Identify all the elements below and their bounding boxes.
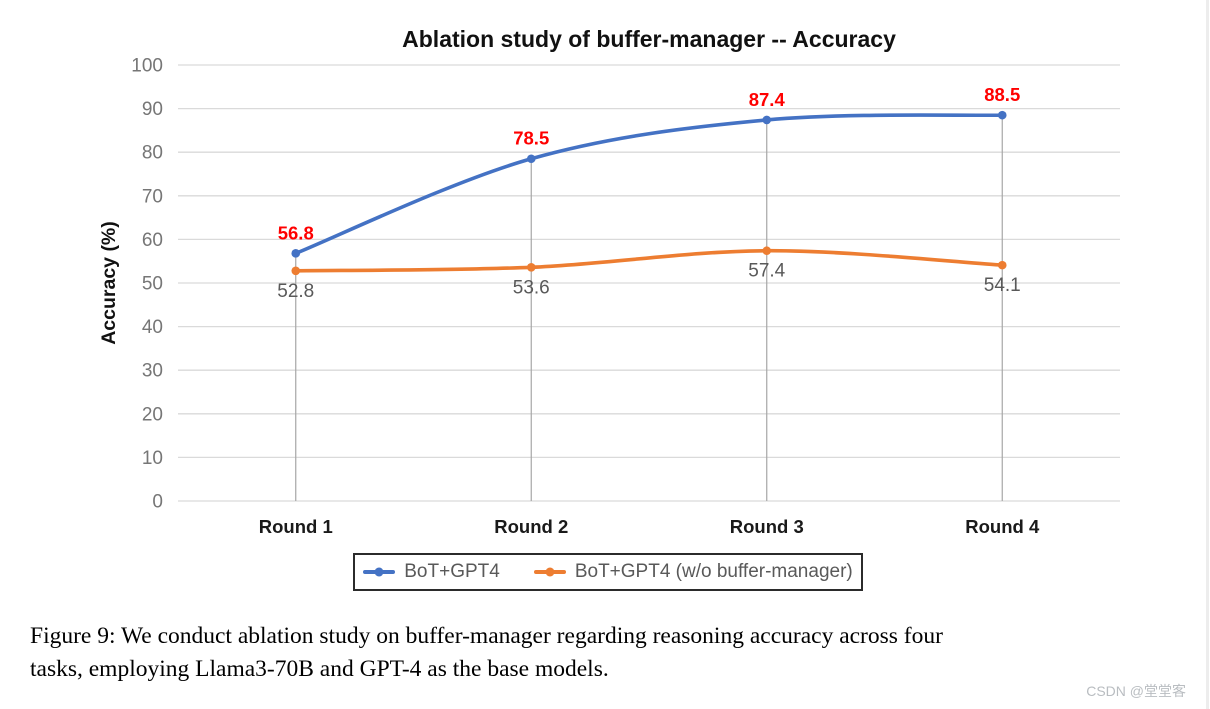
legend-dot-marker-icon (545, 567, 555, 577)
y-tick-label: 30 (142, 361, 163, 382)
figure-caption-line-2: tasks, employing Llama3-70B and GPT-4 as… (30, 656, 609, 682)
data-point (526, 263, 536, 272)
legend-dot-marker-icon (374, 567, 384, 577)
y-tick-label: 70 (142, 186, 163, 207)
data-label: 88.5 (984, 84, 1020, 105)
y-axis-title: Accuracy (%) (98, 221, 120, 345)
data-label: 56.8 (278, 222, 314, 243)
data-point (291, 249, 301, 258)
page-right-edge-divider (1206, 0, 1209, 709)
legend-item-bot-gpt4-wo-buffer-manager: BoT+GPT4 (w/o buffer-manager) (533, 561, 853, 583)
y-tick-label: 40 (142, 317, 163, 338)
x-axis-label-round-4: Round 4 (965, 516, 1040, 537)
line-chart-plot: 0 10 20 30 40 50 60 70 80 90 100 56.8 78.5 87.4 88.5 52… (98, 56, 1120, 537)
y-tick-label: 0 (152, 492, 163, 513)
figure-caption-line-1: Figure 9: We conduct ablation study on b… (30, 623, 943, 649)
legend-label: BoT+GPT4 (w/o buffer-manager) (574, 561, 853, 582)
data-point (997, 110, 1007, 120)
chart-legend: BoT+GPT4 BoT+GPT4 (w/o buffer-manager) (353, 553, 863, 591)
y-tick-label: 100 (131, 56, 163, 77)
data-point (762, 246, 772, 256)
y-tick-label: 90 (142, 99, 163, 120)
data-label: 53.6 (513, 277, 550, 298)
data-label: 54.1 (984, 275, 1021, 296)
legend-item-bot-gpt4: BoT+GPT4 (363, 561, 500, 583)
x-axis-label-round-3: Round 3 (730, 516, 804, 537)
data-point (291, 266, 301, 276)
y-tick-label: 60 (142, 230, 163, 251)
series-line-bot-gpt4 (293, 113, 1005, 256)
series-line-bot-gpt4-w-o-buffer-manager- (293, 248, 1005, 273)
legend-line-marker-icon (533, 567, 566, 577)
data-label: 78.5 (513, 128, 549, 149)
data-label: 87.4 (749, 89, 786, 110)
data-point (997, 260, 1007, 270)
x-axis-label-round-2: Round 2 (494, 516, 568, 537)
y-tick-label: 10 (142, 448, 163, 469)
figure-caption: Figure 9: We conduct ablation study on b… (30, 620, 1200, 686)
x-axis-label-round-1: Round 1 (259, 516, 333, 537)
data-label: 52.8 (277, 281, 314, 302)
data-label: 57.4 (748, 261, 785, 282)
csdn-watermark: CSDN @堂堂客 (1086, 683, 1186, 699)
y-tick-label: 50 (142, 274, 163, 295)
data-point (526, 154, 536, 164)
y-tick-label: 20 (142, 404, 163, 425)
data-point (762, 115, 772, 125)
legend-label: BoT+GPT4 (404, 561, 500, 582)
chart-title: Ablation study of buffer-manager -- Accu… (402, 26, 896, 52)
y-tick-label: 80 (142, 143, 163, 164)
legend-line-marker-icon (363, 567, 396, 577)
